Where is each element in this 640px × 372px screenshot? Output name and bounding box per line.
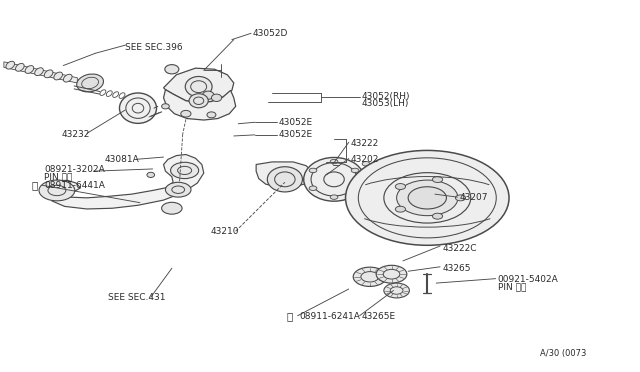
Ellipse shape: [165, 65, 179, 74]
Circle shape: [351, 168, 359, 173]
Circle shape: [330, 195, 338, 199]
Circle shape: [346, 150, 509, 245]
Text: 43207: 43207: [460, 193, 488, 202]
Text: 43202: 43202: [351, 155, 379, 164]
Circle shape: [433, 177, 443, 183]
Polygon shape: [164, 68, 234, 103]
Polygon shape: [47, 154, 204, 209]
Circle shape: [362, 161, 370, 166]
Ellipse shape: [207, 112, 216, 118]
Text: 08911-6441A: 08911-6441A: [44, 181, 105, 190]
Text: PIN ピン: PIN ピン: [497, 282, 526, 291]
Circle shape: [353, 267, 387, 286]
Circle shape: [396, 183, 406, 189]
Circle shape: [171, 162, 198, 179]
Polygon shape: [164, 90, 236, 120]
Ellipse shape: [180, 110, 191, 117]
Text: 43232: 43232: [61, 129, 90, 139]
Text: 43053(LH): 43053(LH): [362, 99, 409, 108]
Ellipse shape: [63, 74, 72, 82]
Text: 43081A: 43081A: [105, 155, 140, 164]
Text: 08921-3202A: 08921-3202A: [44, 165, 105, 174]
Circle shape: [408, 187, 447, 209]
Text: 43052(RH): 43052(RH): [362, 92, 410, 101]
Text: 43265: 43265: [443, 264, 471, 273]
Circle shape: [433, 213, 443, 219]
Ellipse shape: [25, 65, 34, 73]
Circle shape: [309, 168, 317, 173]
Text: 43052D: 43052D: [253, 29, 289, 38]
Ellipse shape: [54, 72, 63, 80]
Ellipse shape: [268, 167, 303, 192]
Circle shape: [162, 202, 182, 214]
Polygon shape: [256, 162, 312, 187]
Text: 00921-5402A: 00921-5402A: [497, 275, 558, 284]
Text: 43052E: 43052E: [278, 118, 312, 127]
Ellipse shape: [162, 104, 170, 109]
Ellipse shape: [44, 70, 53, 78]
Ellipse shape: [6, 61, 15, 69]
Text: Ⓝ: Ⓝ: [31, 180, 38, 190]
Circle shape: [456, 195, 466, 201]
Circle shape: [39, 180, 75, 201]
Ellipse shape: [15, 64, 24, 71]
Text: 43265E: 43265E: [362, 312, 396, 321]
Text: 43210: 43210: [210, 227, 239, 236]
Circle shape: [376, 265, 407, 283]
Text: SEE SEC.431: SEE SEC.431: [108, 294, 166, 302]
Circle shape: [330, 159, 338, 164]
Text: 43222: 43222: [351, 139, 379, 148]
Ellipse shape: [35, 68, 44, 76]
Text: 43052E: 43052E: [278, 130, 312, 140]
Circle shape: [351, 186, 359, 190]
Circle shape: [396, 206, 406, 212]
Text: PIN ピン: PIN ピン: [44, 172, 72, 181]
Polygon shape: [4, 62, 77, 83]
Ellipse shape: [304, 157, 364, 201]
Ellipse shape: [147, 172, 155, 177]
Text: Ⓝ: Ⓝ: [287, 311, 293, 321]
Text: 43222C: 43222C: [443, 244, 477, 253]
Circle shape: [166, 182, 191, 197]
Ellipse shape: [202, 91, 214, 99]
Ellipse shape: [211, 94, 221, 102]
Circle shape: [309, 186, 317, 190]
Text: SEE SEC.396: SEE SEC.396: [125, 42, 183, 51]
Text: A/30 (0073: A/30 (0073: [540, 349, 587, 358]
Ellipse shape: [77, 74, 104, 92]
Text: 08911-6241A: 08911-6241A: [300, 312, 360, 321]
Circle shape: [384, 283, 410, 298]
Ellipse shape: [120, 93, 157, 124]
Ellipse shape: [185, 77, 212, 97]
Circle shape: [397, 180, 458, 216]
Ellipse shape: [189, 94, 208, 108]
